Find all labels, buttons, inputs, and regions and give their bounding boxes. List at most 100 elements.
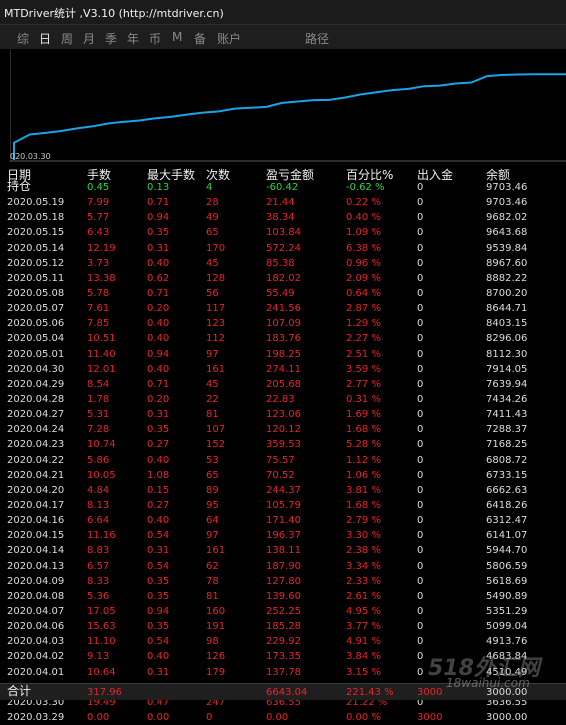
row-date: 2020.04.03 bbox=[7, 636, 65, 648]
row-pct: 0.00 % bbox=[346, 711, 381, 723]
row-balance: 9703.46 bbox=[486, 197, 528, 209]
row-inout: 0 bbox=[417, 651, 424, 663]
tab-10[interactable]: 路径 bbox=[305, 32, 330, 46]
table-row: 2020.05.15 6.43 0.35 65 103.84 1.09 % 0 9643.68 bbox=[0, 225, 566, 240]
row-pct: 3.84 % bbox=[346, 651, 381, 663]
table-row: 2020.04.30 12.01 0.40 161 274.11 3.59 % 0 7914.… bbox=[0, 362, 566, 377]
row-count: 81 bbox=[206, 590, 219, 602]
column-header-0[interactable]: 日期 bbox=[7, 168, 32, 182]
row-max-lots: 0.71 bbox=[147, 287, 170, 299]
row-pnl: 198.25 bbox=[266, 348, 301, 360]
row-pnl: 359.53 bbox=[266, 439, 301, 451]
row-pnl: 38.34 bbox=[266, 212, 295, 224]
column-header-7[interactable]: 余额 bbox=[486, 168, 511, 182]
row-pnl: -60.42 bbox=[266, 182, 299, 193]
column-header-4[interactable]: 盈亏金额 bbox=[266, 168, 315, 182]
table-row: 2020.04.09 8.33 0.35 78 127.80 2.33 % 0 5618.69 bbox=[0, 574, 566, 589]
table-row: 2020.05.01 11.40 0.94 97 198.25 2.51 % 0 8112.3… bbox=[0, 347, 566, 362]
row-count: 56 bbox=[206, 287, 219, 299]
row-date: 2020.04.01 bbox=[7, 666, 65, 678]
row-balance: 8112.30 bbox=[486, 348, 528, 360]
row-pct: 2.27 % bbox=[346, 333, 381, 345]
row-inout: 0 bbox=[417, 318, 424, 330]
row-date: 2020.04.27 bbox=[7, 409, 65, 421]
row-pnl: 21.44 bbox=[266, 197, 295, 209]
row-date: 2020.04.24 bbox=[7, 424, 65, 436]
row-lots: 12.01 bbox=[87, 363, 116, 375]
row-pnl: 252.25 bbox=[266, 605, 301, 617]
row-count: 22 bbox=[206, 393, 219, 405]
row-count: 28 bbox=[206, 197, 219, 209]
row-count: 49 bbox=[206, 212, 219, 224]
row-count: 152 bbox=[206, 439, 226, 451]
row-balance: 8700.20 bbox=[486, 287, 528, 299]
row-date: 2020.04.28 bbox=[7, 393, 65, 405]
column-header-2[interactable]: 最大手数 bbox=[147, 168, 196, 182]
row-balance: 6141.07 bbox=[486, 530, 528, 542]
row-inout: 0 bbox=[417, 636, 424, 648]
row-count: 191 bbox=[206, 621, 226, 633]
row-pct: 4.91 % bbox=[346, 636, 381, 648]
row-max-lots: 0.40 bbox=[147, 318, 170, 330]
row-count: 160 bbox=[206, 605, 226, 617]
tab-5[interactable]: 年 bbox=[127, 32, 140, 46]
row-lots: 6.43 bbox=[87, 227, 110, 239]
row-max-lots: 0.40 bbox=[147, 333, 170, 345]
row-pnl: 107.09 bbox=[266, 318, 301, 330]
tab-2[interactable]: 周 bbox=[61, 32, 74, 46]
row-pct: 2.51 % bbox=[346, 348, 381, 360]
row-balance: 8644.71 bbox=[486, 303, 528, 315]
row-date: 2020.04.21 bbox=[7, 469, 65, 481]
table-row: 2020.04.22 5.86 0.40 53 75.57 1.12 % 0 6808.72 bbox=[0, 453, 566, 468]
row-lots: 0.00 bbox=[87, 711, 110, 723]
row-balance: 5806.59 bbox=[486, 560, 528, 572]
row-pct: 1.68 % bbox=[346, 424, 381, 436]
row-pct: 2.33 % bbox=[346, 575, 381, 587]
row-date: 2020.04.14 bbox=[7, 545, 65, 557]
row-inout: 0 bbox=[417, 272, 424, 284]
row-pnl: 187.90 bbox=[266, 560, 301, 572]
tab-7[interactable]: M bbox=[172, 30, 183, 44]
row-balance: 4510.49 bbox=[486, 666, 528, 678]
row-max-lots: 0.27 bbox=[147, 439, 170, 451]
column-header-1[interactable]: 手数 bbox=[87, 168, 112, 182]
row-pnl: 173.35 bbox=[266, 651, 301, 663]
row-balance: 5490.89 bbox=[486, 590, 528, 602]
row-date: 2020.05.18 bbox=[7, 212, 65, 224]
row-max-lots: 0.40 bbox=[147, 257, 170, 269]
tab-6[interactable]: 币 bbox=[149, 32, 162, 46]
row-pnl: 185.28 bbox=[266, 621, 301, 633]
column-header-5[interactable]: 百分比% bbox=[346, 168, 394, 182]
row-balance: 6733.15 bbox=[486, 469, 528, 481]
row-pnl: 0.00 bbox=[266, 711, 289, 723]
tab-4[interactable]: 季 bbox=[105, 32, 118, 46]
row-max-lots: 0.40 bbox=[147, 515, 170, 527]
tab-0[interactable]: 综 bbox=[17, 32, 30, 46]
row-lots: 11.10 bbox=[87, 636, 116, 648]
row-inout: 0 bbox=[417, 590, 424, 602]
row-balance: 4683.84 bbox=[486, 651, 528, 663]
column-header-6[interactable]: 出入金 bbox=[417, 168, 454, 182]
row-date: 持仓 bbox=[7, 179, 32, 193]
table-row: 2020.05.06 7.85 0.40 123 107.09 1.29 % 0 8403.1… bbox=[0, 316, 566, 331]
row-inout: 0 bbox=[417, 454, 424, 466]
tab-1[interactable]: 日 bbox=[39, 32, 52, 46]
row-count: 117 bbox=[206, 303, 226, 315]
tab-9[interactable]: 账户 bbox=[217, 32, 242, 46]
row-max-lots: 0.35 bbox=[147, 227, 170, 239]
row-date: 2020.03.29 bbox=[7, 711, 65, 723]
row-date: 2020.05.01 bbox=[7, 348, 65, 360]
tab-8[interactable]: 备 bbox=[194, 32, 207, 46]
row-pct: 2.87 % bbox=[346, 303, 381, 315]
tab-3[interactable]: 月 bbox=[83, 32, 96, 46]
row-balance: 4913.76 bbox=[486, 636, 528, 648]
row-date: 2020.04.09 bbox=[7, 575, 65, 587]
row-inout: 0 bbox=[417, 621, 424, 633]
table-row: 2020.04.13 6.57 0.54 62 187.90 3.34 % 0 5806.59 bbox=[0, 559, 566, 574]
row-lots: 8.54 bbox=[87, 378, 110, 390]
table-row: 2020.05.12 3.73 0.40 45 85.38 0.96 % 0 8967.60 bbox=[0, 256, 566, 271]
table-row: 2020.05.07 7.61 0.20 117 241.56 2.87 % 0 8644.7… bbox=[0, 301, 566, 316]
row-pnl: 85.38 bbox=[266, 257, 295, 269]
row-date: 2020.04.17 bbox=[7, 499, 65, 511]
column-header-3[interactable]: 次数 bbox=[206, 168, 231, 182]
